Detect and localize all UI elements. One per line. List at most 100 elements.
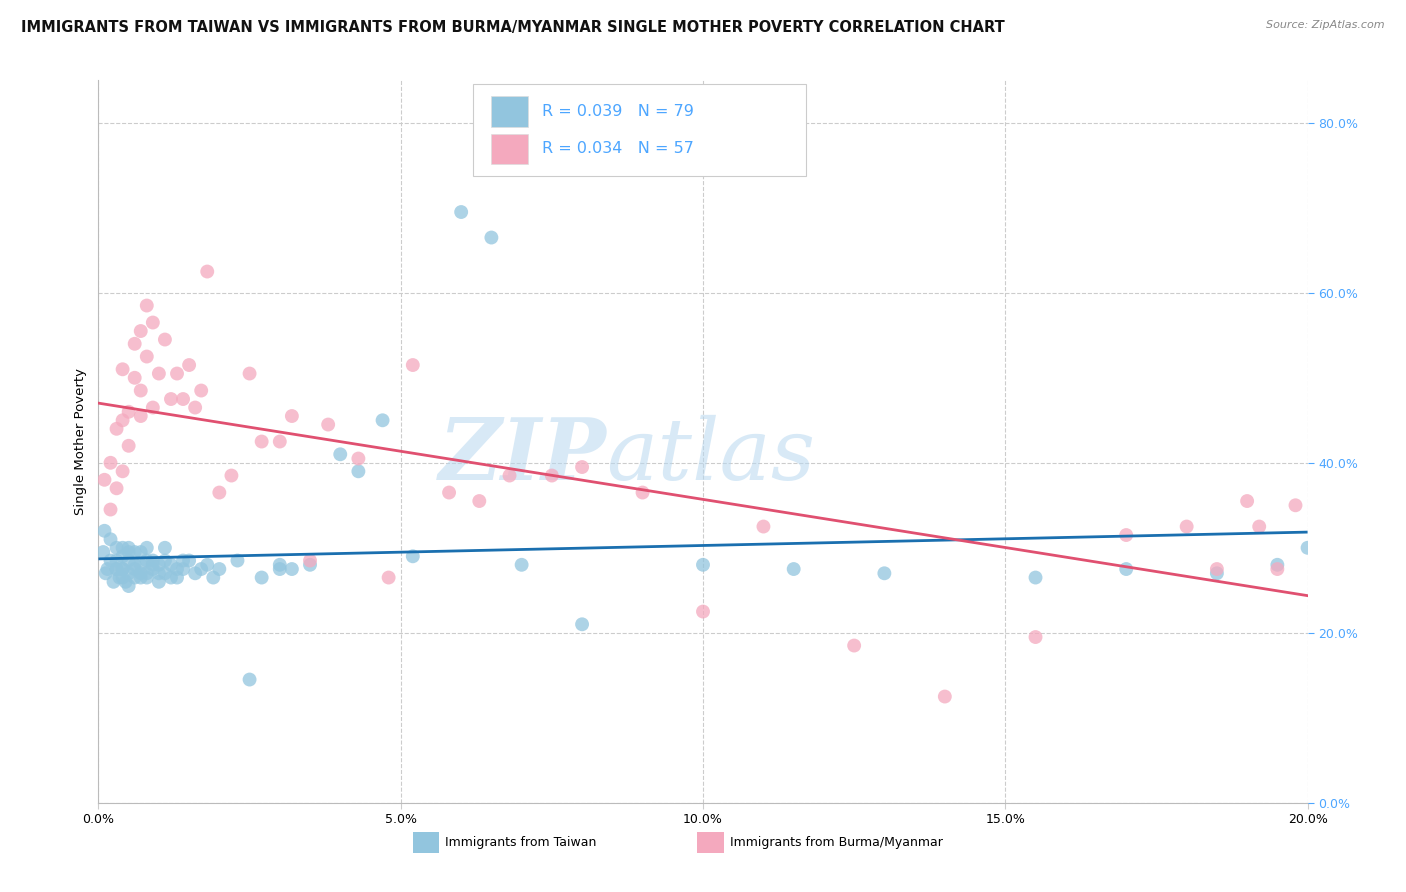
- Point: [153, 553, 176, 567]
- Point: [135, 570, 157, 584]
- FancyBboxPatch shape: [474, 84, 806, 177]
- Point: [692, 558, 714, 572]
- Point: [108, 570, 131, 584]
- Point: [208, 562, 231, 576]
- Point: [166, 367, 188, 381]
- Point: [571, 617, 593, 632]
- Point: [129, 566, 152, 581]
- Bar: [492, 134, 527, 164]
- Point: [195, 558, 218, 572]
- Point: [1249, 519, 1271, 533]
- Point: [105, 481, 128, 495]
- Point: [118, 405, 141, 419]
- Point: [129, 545, 152, 559]
- Point: [111, 562, 134, 576]
- Point: [118, 439, 141, 453]
- Text: Source: ZipAtlas.com: Source: ZipAtlas.com: [1267, 20, 1385, 29]
- Point: [1206, 566, 1229, 581]
- Point: [269, 558, 291, 572]
- Point: [91, 545, 114, 559]
- Point: [103, 574, 125, 589]
- Point: [468, 494, 491, 508]
- Point: [190, 384, 212, 398]
- Text: ZIP: ZIP: [439, 414, 606, 498]
- Point: [402, 358, 425, 372]
- Point: [100, 533, 122, 547]
- Point: [94, 566, 117, 581]
- Text: R = 0.039   N = 79: R = 0.039 N = 79: [543, 103, 695, 119]
- Point: [105, 562, 128, 576]
- Point: [195, 264, 218, 278]
- Point: [281, 562, 304, 576]
- Point: [1115, 528, 1137, 542]
- Point: [1267, 558, 1289, 572]
- Point: [371, 413, 394, 427]
- Point: [124, 570, 146, 584]
- Point: [172, 553, 194, 567]
- Point: [124, 545, 146, 559]
- Point: [783, 562, 806, 576]
- Point: [93, 473, 115, 487]
- Point: [1296, 541, 1319, 555]
- Point: [153, 541, 176, 555]
- Point: [100, 502, 122, 516]
- Point: [692, 605, 714, 619]
- Point: [172, 562, 194, 576]
- Point: [124, 371, 146, 385]
- Point: [114, 574, 136, 589]
- Point: [450, 205, 472, 219]
- Point: [124, 336, 146, 351]
- Point: [208, 485, 231, 500]
- Point: [226, 553, 249, 567]
- Point: [129, 324, 152, 338]
- Point: [160, 570, 183, 584]
- Point: [129, 409, 152, 423]
- Point: [135, 350, 157, 364]
- Point: [135, 299, 157, 313]
- Point: [135, 566, 157, 581]
- Point: [118, 545, 141, 559]
- Point: [160, 392, 183, 406]
- Point: [142, 562, 165, 576]
- Point: [100, 553, 122, 567]
- Point: [631, 485, 654, 500]
- Point: [105, 541, 128, 555]
- Point: [105, 422, 128, 436]
- Point: [1024, 630, 1046, 644]
- Point: [160, 558, 183, 572]
- Point: [118, 553, 141, 567]
- Point: [129, 558, 152, 572]
- Point: [148, 566, 170, 581]
- Point: [166, 570, 188, 584]
- Point: [111, 362, 134, 376]
- Point: [135, 553, 157, 567]
- Point: [1206, 562, 1229, 576]
- Point: [111, 562, 134, 576]
- Point: [752, 519, 775, 533]
- Point: [111, 413, 134, 427]
- Point: [166, 562, 188, 576]
- Bar: [697, 832, 724, 853]
- Point: [153, 333, 176, 347]
- Point: [377, 570, 399, 584]
- Text: atlas: atlas: [606, 415, 815, 498]
- Point: [1267, 562, 1289, 576]
- Point: [142, 558, 165, 572]
- Point: [239, 673, 262, 687]
- Point: [299, 558, 322, 572]
- Point: [1236, 494, 1258, 508]
- Point: [316, 417, 339, 432]
- Point: [179, 358, 201, 372]
- Point: [299, 553, 322, 567]
- Point: [347, 464, 370, 478]
- Point: [498, 468, 520, 483]
- Point: [347, 451, 370, 466]
- Point: [105, 553, 128, 567]
- Point: [269, 434, 291, 449]
- Point: [129, 570, 152, 584]
- Point: [269, 562, 291, 576]
- Point: [250, 434, 273, 449]
- Point: [202, 570, 225, 584]
- Text: Immigrants from Taiwan: Immigrants from Taiwan: [446, 836, 596, 849]
- Point: [250, 570, 273, 584]
